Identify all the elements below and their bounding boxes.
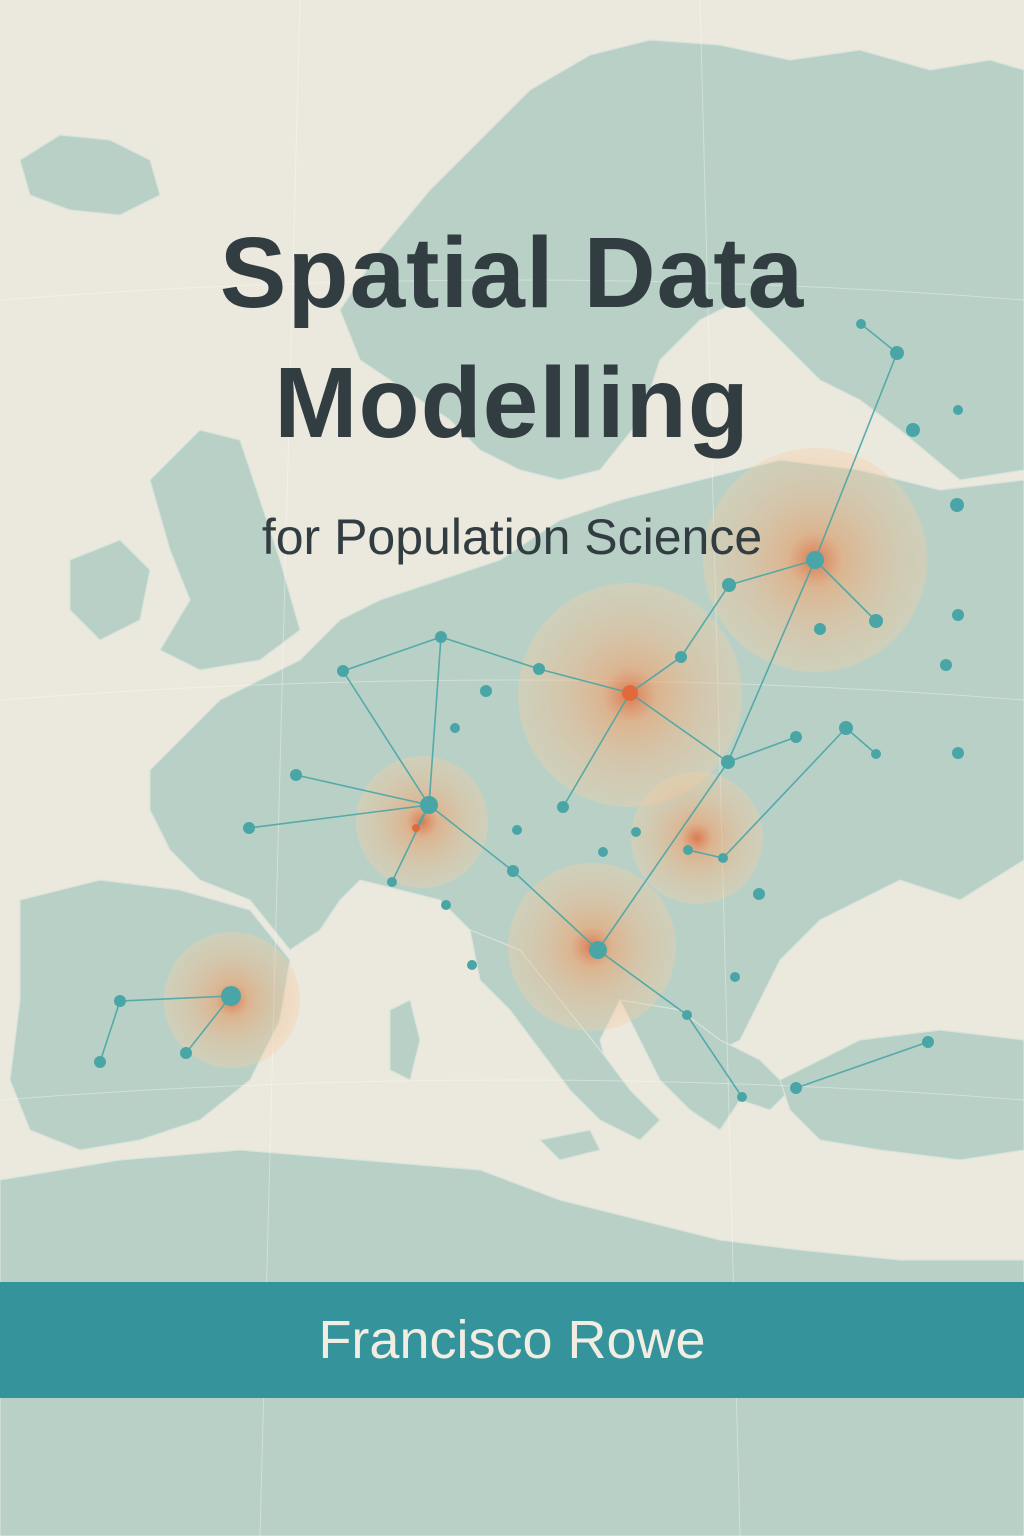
- network-node-icon: [922, 1036, 934, 1048]
- subtitle: for Population Science: [261, 509, 763, 565]
- network-node-icon: [441, 900, 451, 910]
- network-node-icon: [243, 822, 255, 834]
- network-node-icon: [953, 405, 963, 415]
- network-node-icon: [940, 659, 952, 671]
- network-node-icon: [533, 663, 545, 675]
- network-node-icon: [682, 1010, 692, 1020]
- network-node-icon: [221, 986, 241, 1006]
- land-balkans: [618, 999, 791, 1131]
- land-iceland: [19, 134, 161, 216]
- network-node-icon: [631, 827, 641, 837]
- network-nodes: [94, 319, 964, 1102]
- network-node-icon: [450, 723, 460, 733]
- network-node-icon: [337, 665, 349, 677]
- land-sicily: [538, 1129, 601, 1161]
- network-node-icon: [869, 614, 883, 628]
- network-node-icon: [871, 749, 881, 759]
- land-ireland: [69, 539, 151, 641]
- network-node-icon: [718, 853, 728, 863]
- network-node-icon: [94, 1056, 106, 1068]
- network-node-icon: [856, 319, 866, 329]
- network-node-icon: [950, 498, 964, 512]
- network-node-icon: [435, 631, 447, 643]
- network-node-icon: [290, 769, 302, 781]
- author-name: Francisco Rowe: [318, 1310, 706, 1370]
- network-node-icon: [790, 1082, 802, 1094]
- network-node-icon: [683, 845, 693, 855]
- network-node-icon: [721, 755, 735, 769]
- title-line-1: Spatial Data: [219, 217, 805, 329]
- network-node-icon: [906, 423, 920, 437]
- network-node-icon: [890, 346, 904, 360]
- hotspot-west: [356, 756, 488, 888]
- network-node-icon: [675, 651, 687, 663]
- author-band: Francisco Rowe: [0, 1282, 1024, 1398]
- network-node-icon: [722, 578, 736, 592]
- network-node-icon: [737, 1092, 747, 1102]
- network-node-icon: [387, 877, 397, 887]
- network-node-icon: [730, 972, 740, 982]
- network-node-icon: [420, 796, 438, 814]
- network-node-icon: [180, 1047, 192, 1059]
- network-node-icon: [589, 941, 607, 959]
- land-britain: [149, 429, 301, 671]
- network-node-icon: [557, 801, 569, 813]
- land-sardinia: [389, 999, 421, 1081]
- network-node-icon: [412, 824, 420, 832]
- network-node-icon: [480, 685, 492, 697]
- network-node-icon: [507, 865, 519, 877]
- land-scandinavia: [339, 39, 1024, 481]
- network-node-icon: [598, 847, 608, 857]
- network-node-icon: [952, 609, 964, 621]
- title-line-2: Modelling: [274, 347, 750, 459]
- network-node-icon: [753, 888, 765, 900]
- land-turkey: [779, 1029, 1024, 1161]
- network-node-icon: [952, 747, 964, 759]
- network-node-icon: [790, 731, 802, 743]
- network-node-icon: [512, 825, 522, 835]
- network-links: [99, 323, 929, 1098]
- network-node-icon: [806, 551, 824, 569]
- network-node-icon: [467, 960, 477, 970]
- hotspot-east: [631, 772, 763, 904]
- network-node-icon: [114, 995, 126, 1007]
- network-node-icon: [622, 685, 638, 701]
- network-node-icon: [839, 721, 853, 735]
- network-node-icon: [814, 623, 826, 635]
